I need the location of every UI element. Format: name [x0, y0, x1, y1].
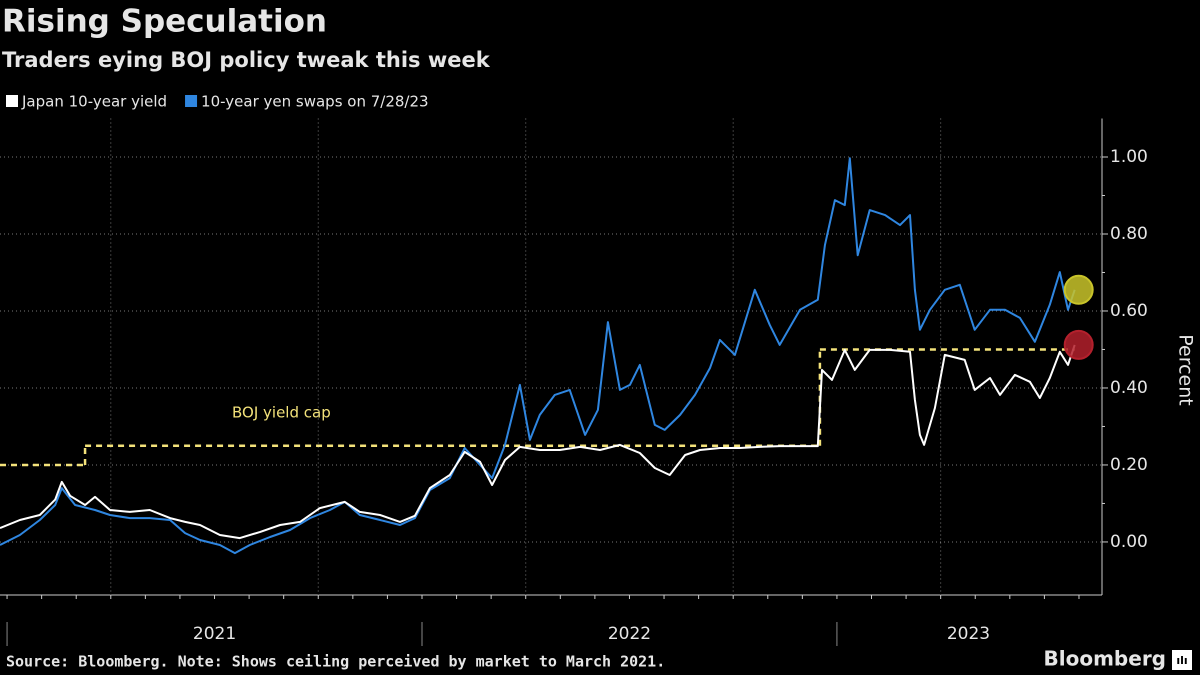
legend-swatch — [6, 95, 18, 107]
source-note: Source: Bloomberg. Note: Shows ceiling p… — [6, 653, 665, 671]
y-tick-label: 0.60 — [1110, 301, 1148, 321]
chart-title: Rising Speculation — [2, 4, 327, 40]
end-highlight — [1063, 274, 1094, 305]
y-axis-title: Percent — [1175, 334, 1197, 406]
series-line — [0, 157, 1076, 555]
chart-subtitle: Traders eying BOJ policy tweak this week — [2, 48, 491, 72]
legend-label: 10-year yen swaps on 7/28/23 — [201, 93, 429, 111]
series-line — [0, 344, 1076, 540]
y-tick-label: 0.40 — [1110, 378, 1148, 398]
x-tick-label: 2022 — [608, 624, 651, 644]
brand-icon — [1172, 650, 1192, 670]
y-tick-label: 0.80 — [1110, 224, 1148, 244]
brand: Bloomberg — [1044, 647, 1166, 671]
brand-icon-glyph: ılı — [1176, 654, 1187, 667]
legend-label: Japan 10-year yield — [21, 93, 167, 111]
end-highlight — [1063, 329, 1094, 360]
y-tick-label: 1.00 — [1110, 147, 1148, 167]
x-tick-label: 2021 — [193, 624, 236, 644]
x-tick-label: 2023 — [947, 624, 990, 644]
cap-annotation: BOJ yield cap — [232, 404, 331, 422]
y-tick-label: 0.00 — [1110, 532, 1148, 552]
y-tick-label: 0.20 — [1110, 455, 1148, 475]
legend-swatch — [185, 95, 198, 107]
